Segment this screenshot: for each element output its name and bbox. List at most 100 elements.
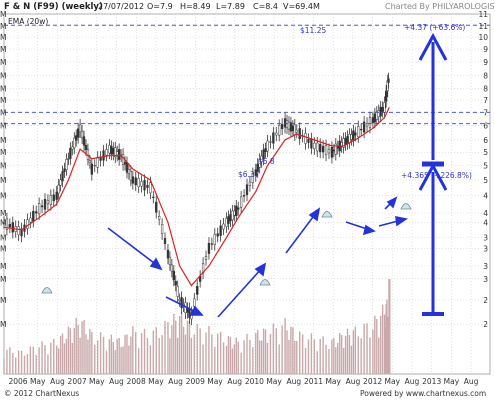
candle-body bbox=[313, 142, 316, 150]
y-tick-label: 10 bbox=[478, 33, 488, 42]
volume-bar bbox=[161, 335, 163, 374]
candle-body bbox=[357, 126, 360, 138]
candle-body bbox=[155, 201, 158, 213]
volume-bar bbox=[292, 327, 294, 374]
y-tick-label-left: M bbox=[0, 244, 6, 253]
candle-body bbox=[78, 124, 82, 133]
candle-body bbox=[283, 118, 287, 128]
volume-bar bbox=[35, 354, 37, 374]
candle-body bbox=[32, 210, 35, 222]
candle-body bbox=[108, 144, 111, 154]
candle-body bbox=[90, 163, 93, 175]
candle-body bbox=[248, 181, 252, 186]
date-readout: 27/07/2012 bbox=[98, 2, 145, 11]
candle-body bbox=[242, 195, 246, 197]
y-tick-label: 6 bbox=[483, 136, 488, 145]
volume-bar bbox=[15, 357, 17, 374]
candle-body bbox=[55, 191, 58, 200]
candle-body bbox=[2, 222, 6, 224]
volume-bar bbox=[255, 332, 257, 374]
volume-bar bbox=[38, 347, 40, 374]
volume-bar bbox=[63, 343, 66, 374]
volume-bar bbox=[9, 347, 11, 374]
volume-bar bbox=[180, 312, 183, 374]
y-tick-label-left: M bbox=[0, 176, 6, 185]
candle-body bbox=[219, 225, 222, 236]
candle-body bbox=[362, 121, 366, 133]
candle-body bbox=[375, 111, 378, 120]
candle-body bbox=[5, 218, 9, 230]
candle-body bbox=[73, 137, 76, 149]
volume-bar bbox=[388, 279, 391, 374]
candle-body bbox=[170, 264, 174, 272]
candle-body bbox=[213, 233, 216, 245]
y-tick-label-left: M bbox=[0, 320, 6, 329]
candle-body bbox=[166, 249, 170, 259]
volume-bar bbox=[114, 350, 116, 374]
candle-body bbox=[29, 217, 32, 223]
chart-footer: © 2012 ChartNexus Powered by www.chartne… bbox=[0, 388, 495, 400]
candle-body bbox=[134, 177, 137, 186]
volume-bar bbox=[108, 339, 111, 374]
candle-body bbox=[269, 141, 272, 143]
candle-body bbox=[11, 222, 14, 233]
volume-bar bbox=[205, 332, 207, 374]
volume-bar bbox=[173, 314, 175, 374]
volume-bar bbox=[257, 330, 259, 374]
volume-bar bbox=[301, 334, 304, 374]
candle-body bbox=[160, 224, 164, 235]
volume-bar bbox=[337, 343, 339, 374]
volume-bar bbox=[73, 328, 75, 374]
candle-body bbox=[262, 149, 265, 160]
y-tick-label: 2 bbox=[483, 296, 488, 305]
y-tick-label-left: M bbox=[0, 58, 6, 67]
volume-bar bbox=[296, 341, 298, 374]
level-1125-label: $11.25 bbox=[300, 26, 326, 35]
candle-body bbox=[61, 171, 64, 182]
volume-bar bbox=[275, 328, 277, 374]
volume-bar bbox=[235, 337, 237, 374]
candle-body bbox=[245, 184, 249, 196]
candle-body bbox=[96, 156, 99, 168]
volume-bar bbox=[124, 334, 126, 374]
candle-body bbox=[225, 218, 228, 227]
volume-bar bbox=[171, 325, 173, 374]
volume-bar bbox=[102, 336, 105, 374]
high-readout: H=8.49 bbox=[180, 2, 211, 11]
volume-bar bbox=[252, 347, 254, 374]
y-tick-label: 4 bbox=[483, 218, 488, 227]
volume-bar bbox=[126, 334, 128, 374]
volume-bar bbox=[23, 355, 26, 374]
candle-body bbox=[43, 198, 47, 210]
candle-body bbox=[71, 146, 74, 150]
candle-body bbox=[67, 158, 70, 160]
volume-bar bbox=[57, 348, 60, 374]
volume-bar bbox=[243, 340, 245, 374]
x-tick-label: May bbox=[148, 377, 164, 386]
volume-bar bbox=[352, 330, 355, 374]
candle-body bbox=[180, 297, 183, 309]
candle-body bbox=[216, 233, 219, 237]
candle-body bbox=[69, 147, 72, 159]
volume-bar bbox=[164, 320, 166, 374]
volume-bar bbox=[369, 337, 371, 374]
candle-body bbox=[35, 211, 38, 214]
volume-bar bbox=[143, 328, 146, 374]
candle-body bbox=[88, 160, 92, 163]
x-tick-label: Aug bbox=[109, 377, 124, 386]
candle-body bbox=[176, 286, 179, 297]
candle-body bbox=[140, 181, 143, 187]
x-tick-label: May bbox=[325, 377, 341, 386]
low-readout: L=7.89 bbox=[216, 2, 245, 11]
candle-body bbox=[233, 210, 236, 216]
volume-bar bbox=[229, 337, 232, 374]
candle-body bbox=[57, 184, 60, 194]
volume-bar bbox=[65, 338, 68, 374]
candle-body bbox=[371, 117, 375, 124]
candle-body bbox=[293, 124, 296, 135]
volume-bar bbox=[331, 339, 333, 374]
candle-body bbox=[222, 223, 225, 230]
volume-bar bbox=[372, 329, 374, 374]
candle-body bbox=[291, 125, 295, 131]
